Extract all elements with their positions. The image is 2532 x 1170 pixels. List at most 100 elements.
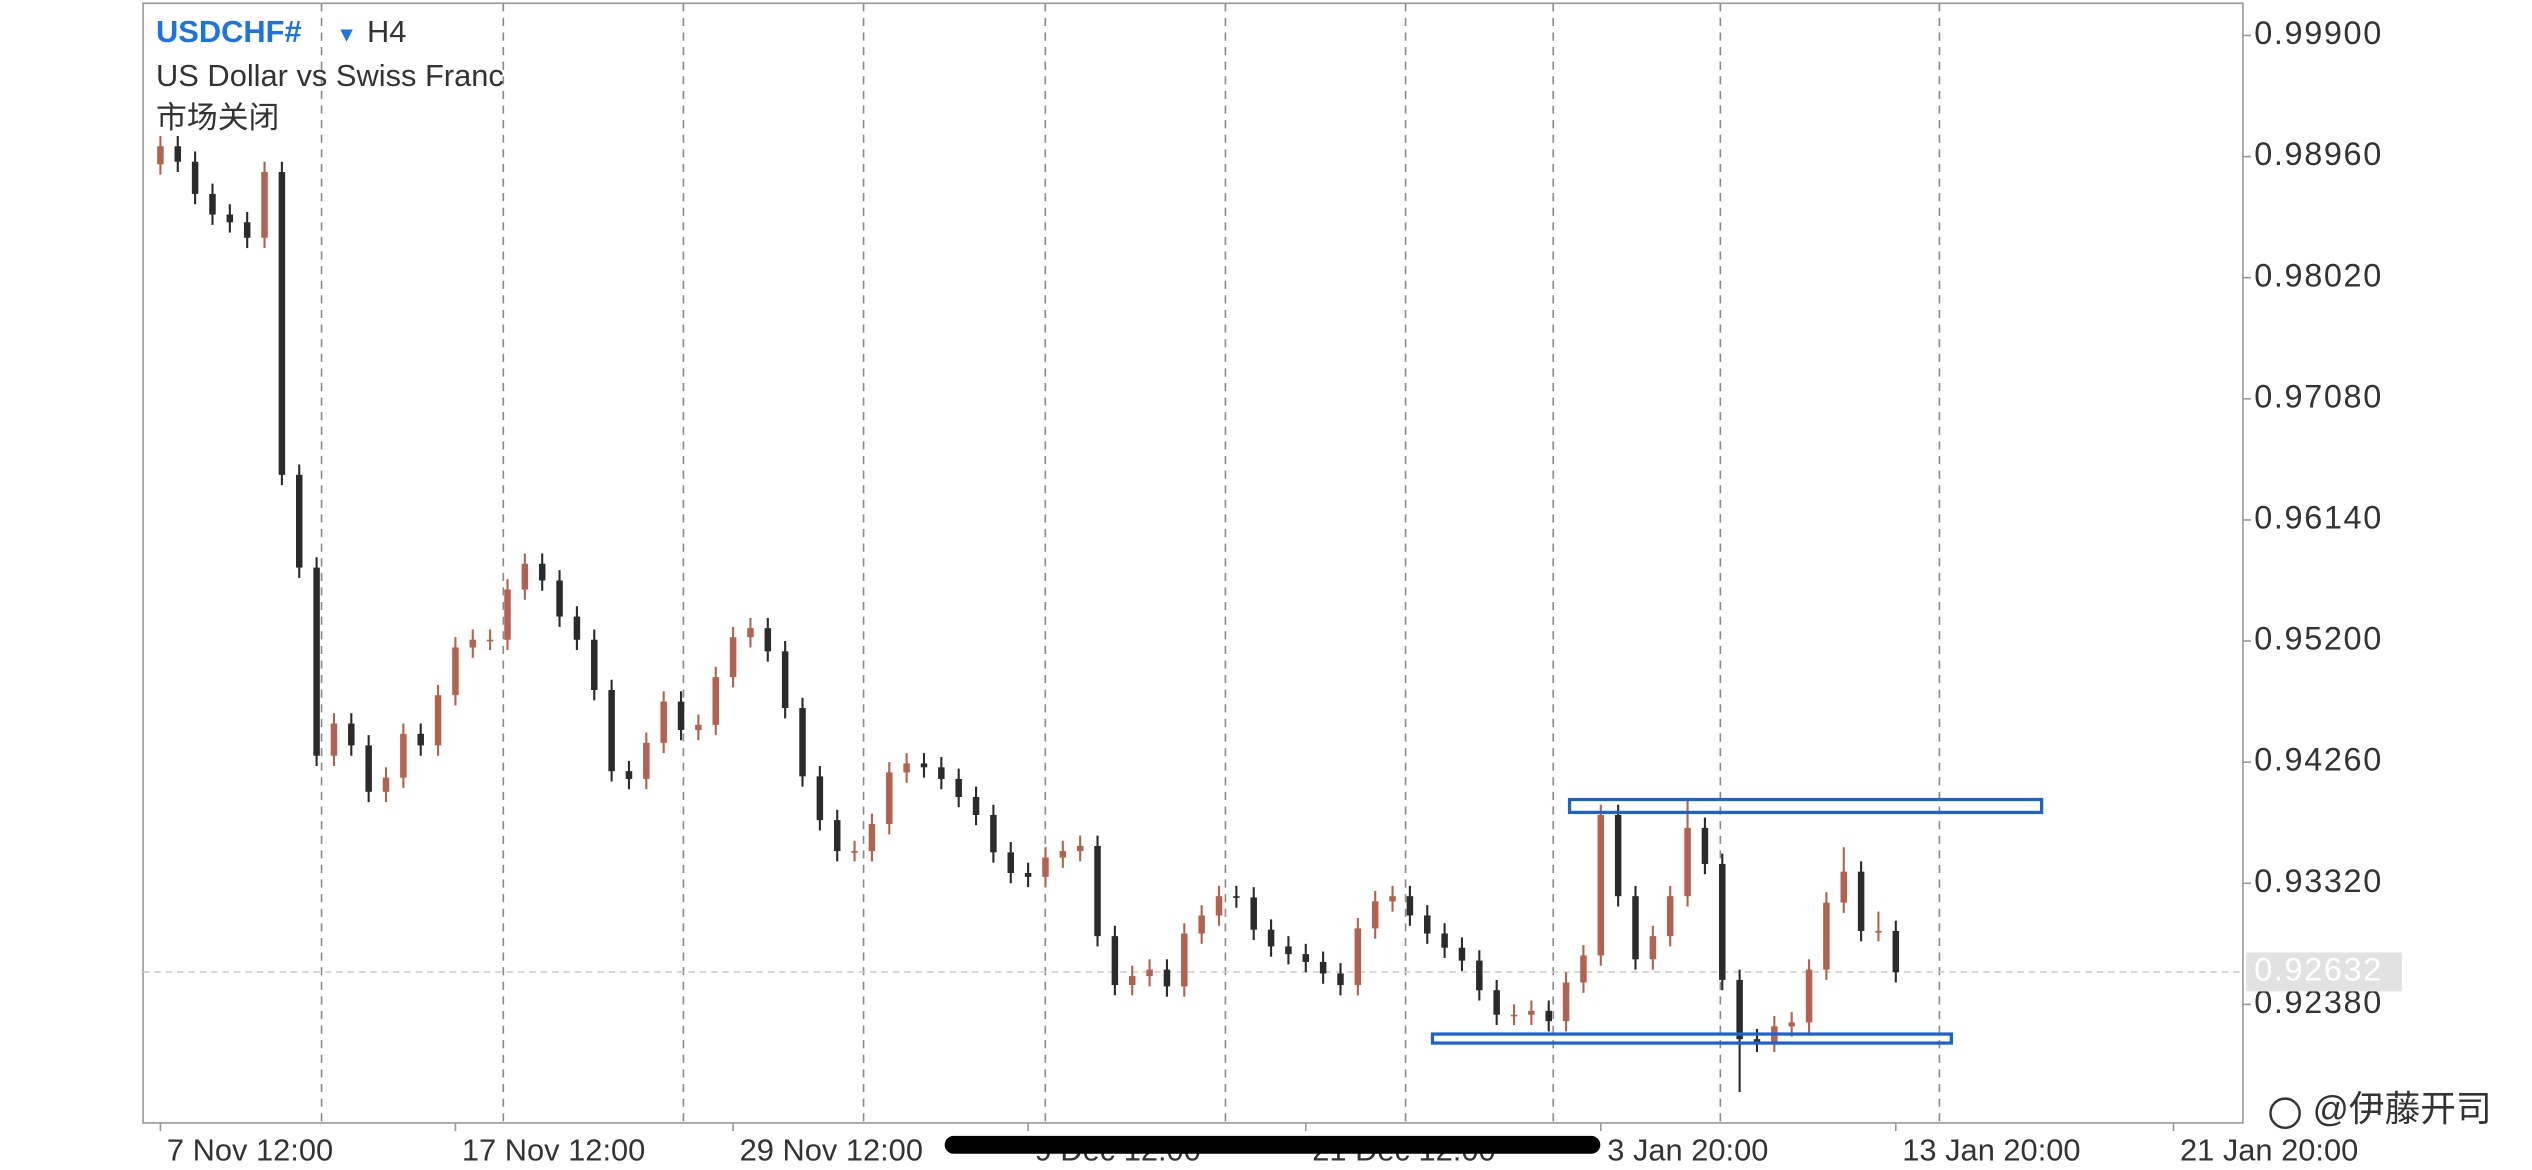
body: [1319, 961, 1327, 974]
x-tick-label: 7 Nov 12:00: [167, 1132, 333, 1167]
body: [1788, 1022, 1795, 1027]
zone: [1430, 1032, 1953, 1045]
body: [434, 695, 442, 746]
body: [1857, 871, 1865, 931]
body: [643, 742, 650, 779]
y-tick-label: 0.95200: [2254, 621, 2383, 657]
body: [1840, 871, 1847, 903]
y-tick-label: 0.99900: [2254, 15, 2383, 51]
body: [1337, 973, 1344, 986]
body: [538, 563, 546, 581]
body: [1736, 979, 1743, 1040]
market-status: 市场关闭: [156, 100, 279, 135]
body: [191, 161, 199, 194]
body: [1076, 845, 1084, 852]
body: [1024, 872, 1032, 877]
y-tick-label: 0.98020: [2254, 257, 2383, 293]
body: [677, 701, 685, 730]
x-tick-label: 29 Nov 12:00: [740, 1132, 923, 1167]
body: [400, 733, 407, 778]
body: [1545, 1010, 1552, 1022]
zone: [1567, 797, 2044, 815]
body: [417, 733, 424, 746]
body: [1892, 930, 1900, 973]
body: [1285, 946, 1292, 955]
body: [816, 776, 824, 821]
body: [1146, 969, 1153, 977]
body: [729, 637, 737, 678]
current-price-label: 0.92632: [2254, 952, 2383, 988]
body: [1128, 976, 1136, 986]
body: [764, 628, 772, 652]
body: [1007, 852, 1015, 873]
body: [903, 763, 910, 773]
body: [1371, 901, 1379, 929]
body: [573, 616, 581, 640]
body: [1493, 990, 1500, 1015]
body: [243, 222, 251, 238]
y-tick-label: 0.93320: [2254, 863, 2383, 899]
body: [365, 745, 372, 792]
body: [1406, 896, 1414, 916]
body: [1719, 863, 1726, 980]
y-tick-label: 0.96140: [2254, 500, 2383, 536]
body: [556, 580, 563, 617]
body: [174, 146, 182, 162]
body: [1562, 982, 1570, 1022]
body: [1163, 969, 1171, 987]
body: [1614, 814, 1622, 897]
body: [1458, 947, 1466, 961]
body: [1510, 1014, 1518, 1017]
body: [591, 639, 598, 691]
y-tick-label: 0.94260: [2254, 742, 2383, 778]
body: [1823, 902, 1830, 970]
body: [886, 772, 893, 825]
body: [226, 214, 234, 223]
timeframe[interactable]: H4: [367, 14, 406, 49]
body: [1354, 928, 1362, 986]
symbol-menu[interactable]: ▼: [336, 23, 357, 46]
body: [1094, 845, 1101, 937]
body: [1250, 897, 1257, 930]
body: [209, 193, 216, 215]
body: [1580, 955, 1587, 983]
body: [1805, 969, 1813, 1023]
body: [521, 563, 529, 590]
symbol[interactable]: USDCHF#: [156, 14, 302, 49]
body: [1424, 915, 1431, 934]
body: [972, 796, 980, 815]
x-tick-label: 3 Jan 20:00: [1607, 1132, 1768, 1167]
body: [452, 647, 459, 696]
body: [1666, 896, 1674, 937]
body: [261, 172, 268, 238]
body: [1059, 851, 1067, 858]
body: [1649, 936, 1657, 960]
y-tick-label: 0.98960: [2254, 136, 2383, 172]
body: [157, 146, 164, 165]
body: [868, 824, 876, 852]
body: [747, 628, 754, 638]
y-tick-label: 0.97080: [2254, 378, 2383, 414]
body: [920, 763, 928, 768]
body: [1389, 896, 1396, 902]
body: [955, 778, 962, 797]
body: [348, 723, 355, 746]
x-tick-label: 13 Jan 20:00: [1902, 1132, 2080, 1167]
body: [799, 708, 806, 777]
body: [1753, 1039, 1761, 1042]
body: [938, 767, 945, 779]
body: [1528, 1010, 1535, 1015]
body: [296, 474, 303, 568]
body: [486, 639, 494, 642]
body: [1441, 933, 1448, 948]
body: [851, 851, 858, 853]
body: [1701, 827, 1709, 864]
body: [695, 724, 702, 730]
body: [469, 639, 477, 648]
description: US Dollar vs Swiss Franc: [156, 58, 504, 93]
watermark: @伊藤开司: [2313, 1089, 2492, 1129]
body: [1181, 933, 1188, 987]
body: [1042, 857, 1049, 877]
